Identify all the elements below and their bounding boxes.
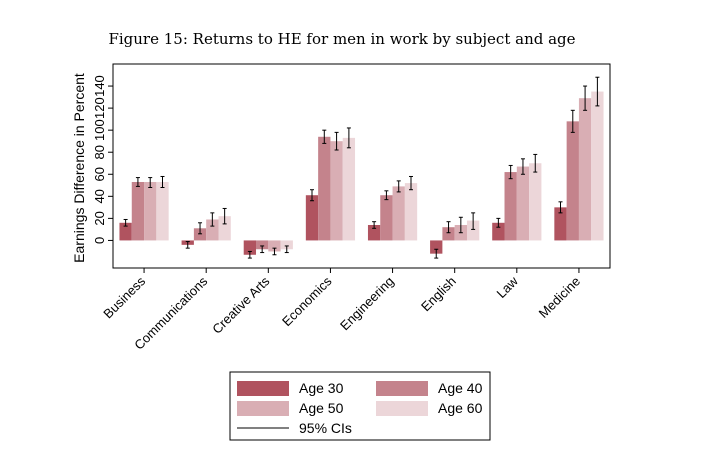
bar <box>430 240 443 254</box>
bar <box>578 98 592 241</box>
y-tick-label: 100 <box>92 119 107 141</box>
bar <box>193 228 207 241</box>
bar <box>566 121 579 241</box>
x-tick-label: Engineering <box>337 274 397 334</box>
y-tick-label: 120 <box>92 97 107 119</box>
bar <box>591 91 604 241</box>
x-tick-label: Medicine <box>536 274 583 321</box>
bar <box>256 240 269 250</box>
x-tick-label: Law <box>493 273 521 301</box>
bar <box>206 219 219 241</box>
legend-label: Age 30 <box>299 380 344 396</box>
bar <box>529 163 542 241</box>
bar <box>492 222 505 241</box>
y-tick-label: 80 <box>92 145 107 159</box>
bar <box>305 195 319 241</box>
legend-label: Age 60 <box>438 400 483 416</box>
bar <box>280 240 293 250</box>
bar <box>554 207 567 241</box>
legend-swatch <box>237 401 289 416</box>
legend-ci-label: 95% CIs <box>299 420 352 436</box>
plot-area: 020406080100120140BusinessCommunications… <box>92 63 611 353</box>
plot-frame <box>112 63 611 269</box>
bar <box>243 240 257 255</box>
y-tick-label: 140 <box>92 75 107 97</box>
bar <box>466 220 480 241</box>
y-axis-label: Earnings Difference in Percent <box>71 73 87 263</box>
legend-label: Age 50 <box>299 400 344 416</box>
bar <box>516 166 530 241</box>
bar <box>131 181 145 241</box>
bar <box>268 240 281 252</box>
bar <box>404 183 418 241</box>
bar <box>144 181 157 241</box>
bar <box>119 222 132 241</box>
y-tick-label: 20 <box>92 211 107 225</box>
bar <box>504 172 517 241</box>
bar <box>442 227 455 241</box>
x-tick-label: Economics <box>279 273 335 329</box>
bar <box>392 186 405 241</box>
bar <box>342 137 356 241</box>
bar <box>218 216 231 241</box>
bar <box>380 195 393 241</box>
bar <box>156 181 169 241</box>
x-tick-label: Business <box>100 273 148 321</box>
x-tick-label: Creative Arts <box>209 273 273 337</box>
chart-title: Figure 15: Returns to HE for men in work… <box>108 30 575 48</box>
legend: Age 30 Age 40 Age 50 Age 60 95% CIs <box>229 371 491 441</box>
bar <box>318 136 331 241</box>
x-tick-label: English <box>418 274 459 315</box>
legend-swatch <box>376 401 428 416</box>
y-tick-label: 60 <box>92 167 107 181</box>
legend-label: Age 40 <box>438 380 483 396</box>
y-tick-label: 40 <box>92 189 107 203</box>
bar <box>367 224 381 241</box>
bar <box>330 141 343 241</box>
y-tick-label: 0 <box>92 237 107 244</box>
legend-swatch <box>237 381 289 396</box>
legend-swatch <box>376 381 428 396</box>
